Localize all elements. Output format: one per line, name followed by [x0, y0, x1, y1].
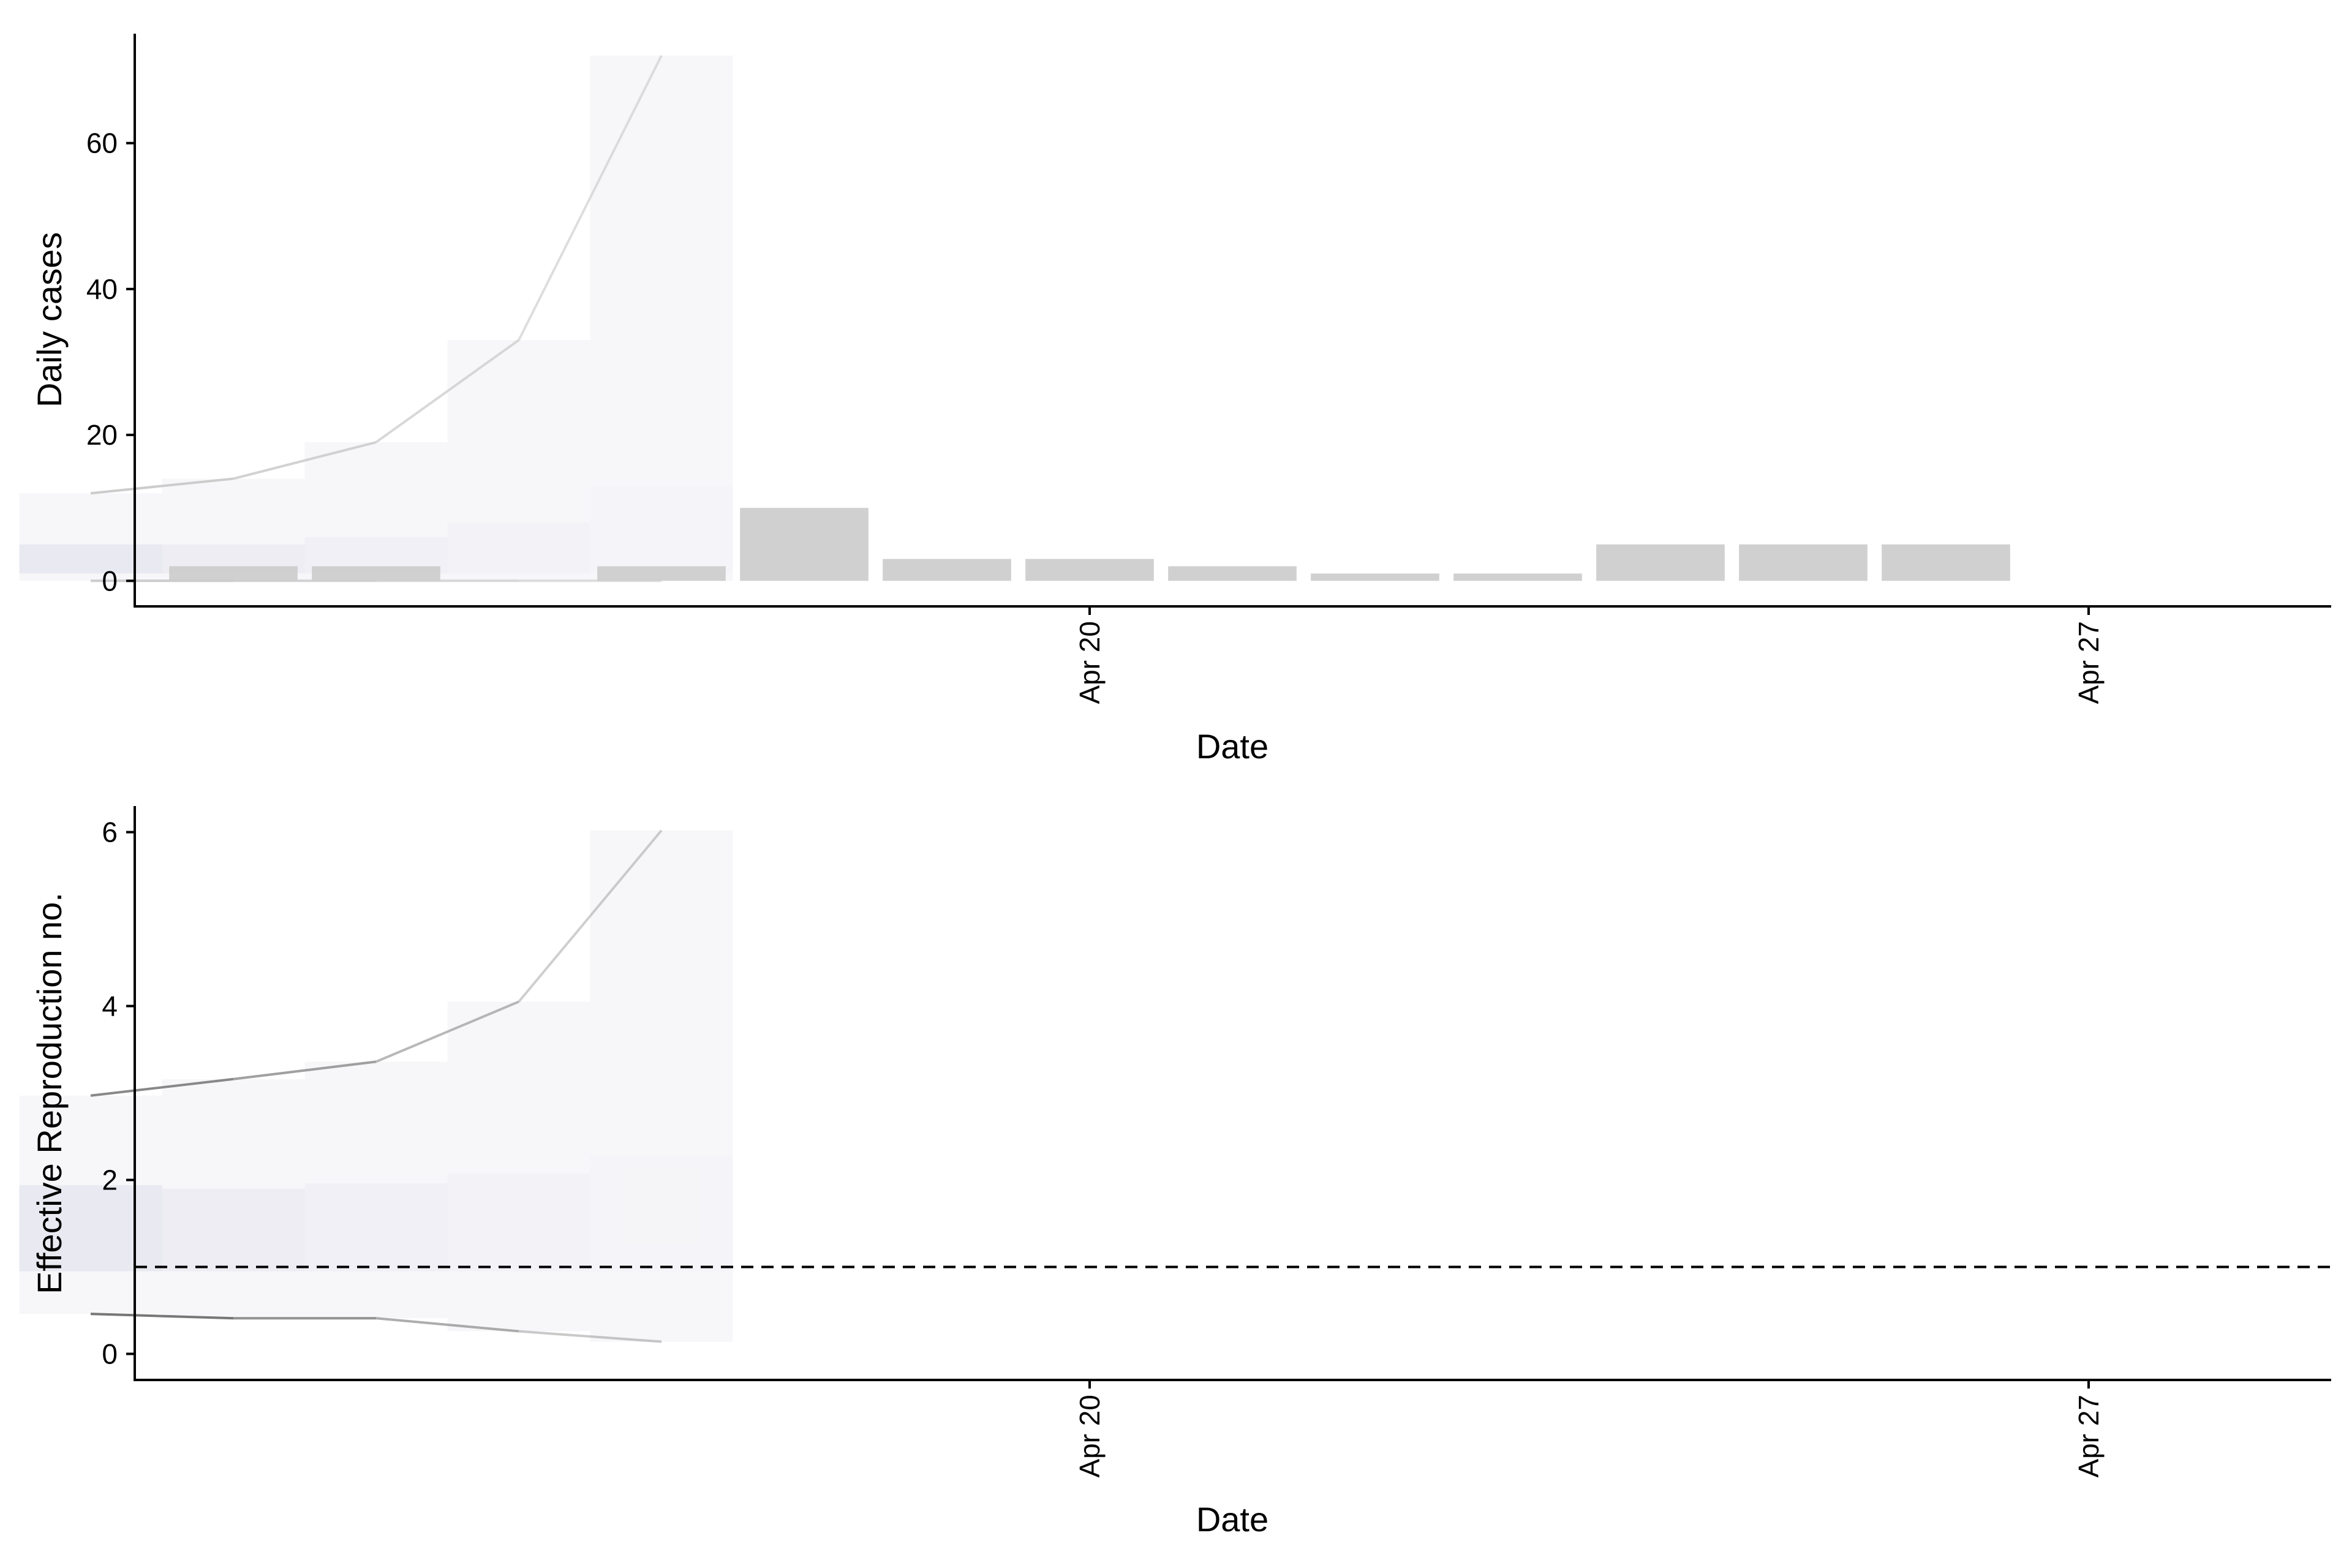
x-axis-ticks: Apr 20 Apr 27 — [1074, 606, 2105, 704]
y-tick-label: 2 — [102, 1164, 118, 1196]
lower-bound-segment — [518, 1330, 662, 1343]
inner-band-2020-04-17 — [590, 1155, 733, 1272]
y-axis-label: Effective Reproduction no. — [30, 892, 69, 1294]
bar-2020-04-25 — [1739, 544, 1868, 581]
inner-band-2020-04-16 — [447, 1174, 590, 1272]
case-bars — [169, 508, 2010, 581]
bar-2020-04-17 — [597, 566, 726, 581]
bar-2020-04-15 — [312, 566, 440, 581]
bar-2020-04-20 — [1025, 559, 1154, 581]
y-axis-label: Daily cases — [30, 232, 69, 407]
inner-band-2020-04-17 — [590, 486, 733, 574]
x-axis-label: Date — [1196, 727, 1268, 766]
x-axis-ticks: Apr 20 Apr 27 — [1074, 1380, 2105, 1478]
upper-bound-segment — [90, 477, 234, 495]
upper-bound-segment — [375, 1000, 519, 1063]
daily-cases-panel: 0 20 40 60 Apr 20 Apr 27 Date Daily cases — [19, 34, 2331, 766]
y-tick-label: 20 — [86, 419, 118, 451]
case-uncertainty-bands — [19, 55, 733, 581]
outer-band-2020-04-16 — [447, 1001, 590, 1332]
y-tick-label: 40 — [86, 273, 118, 305]
y-tick-label: 6 — [102, 816, 118, 848]
y-tick-label: 0 — [102, 565, 118, 597]
bar-2020-04-22 — [1311, 573, 1439, 581]
r-uncertainty-bands — [19, 830, 733, 1342]
bar-2020-04-23 — [1453, 573, 1582, 581]
bar-2020-04-19 — [883, 559, 1011, 581]
y-axis-ticks: 0 20 40 60 — [86, 127, 135, 597]
bar-2020-04-18 — [740, 508, 869, 581]
reproduction-number-panel: 0 2 4 6 Apr 20 Apr 27 Date Effective Reprodu… — [19, 806, 2331, 1539]
inner-band-2020-04-14 — [162, 1188, 305, 1272]
upper-bound-segment — [233, 1060, 377, 1080]
bar-2020-04-14 — [169, 566, 298, 581]
bar-2020-04-24 — [1596, 544, 1725, 581]
upper-bound-segment — [518, 55, 663, 341]
case-band-lines — [90, 55, 663, 582]
x-tick-label: Apr 20 — [1074, 621, 1106, 704]
upper-bound-segment — [518, 829, 663, 1003]
x-tick-label: Apr 27 — [2073, 1395, 2105, 1478]
x-tick-label: Apr 27 — [2073, 621, 2105, 704]
lower-bound-segment — [90, 1313, 234, 1320]
y-tick-label: 4 — [102, 990, 118, 1022]
x-axis-label: Date — [1196, 1500, 1268, 1539]
inner-band-2020-04-13 — [19, 544, 162, 574]
bar-2020-04-26 — [1882, 544, 2010, 581]
bar-2020-04-21 — [1168, 566, 1297, 581]
inner-band-2020-04-16 — [447, 522, 590, 574]
upper-bound-segment — [90, 1077, 234, 1097]
inner-band-2020-04-15 — [304, 1183, 448, 1272]
y-tick-label: 60 — [86, 127, 118, 159]
upper-bound-segment — [375, 339, 520, 443]
x-tick-label: Apr 20 — [1074, 1395, 1106, 1478]
y-tick-label: 0 — [102, 1338, 118, 1370]
upper-bound-segment — [233, 441, 377, 480]
lower-bound-segment — [375, 1317, 519, 1333]
r-band-lines — [90, 829, 663, 1343]
inner-band-2020-04-13 — [19, 1185, 162, 1272]
y-axis-ticks: 0 2 4 6 — [102, 816, 135, 1370]
